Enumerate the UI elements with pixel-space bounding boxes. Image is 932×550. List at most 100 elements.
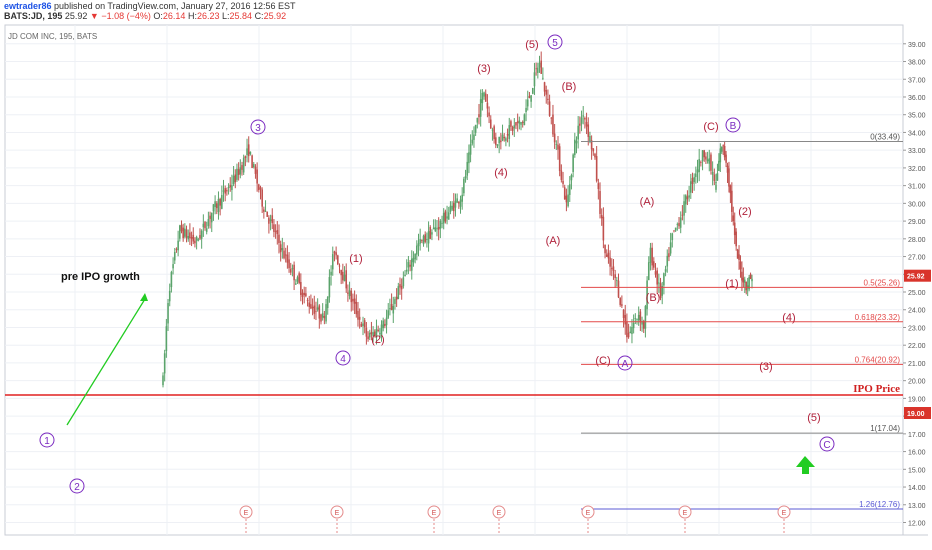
candle-body <box>215 203 218 209</box>
candle-body <box>698 159 700 172</box>
fib-label: 0.618(23.32) <box>855 313 901 322</box>
candle-body <box>422 235 425 245</box>
candle-body <box>691 177 694 184</box>
circle-wave-label: 5 <box>552 38 558 49</box>
candle-body <box>654 271 657 275</box>
candle-body <box>580 117 583 124</box>
price-chart[interactable]: 0(33.49) 0.5(25.26) 0.618(23.32) 0.764(20.9… <box>0 22 932 550</box>
candle-body <box>501 134 504 141</box>
candle-body <box>323 315 326 319</box>
y-tick-label: 33.00 <box>908 148 926 155</box>
circle-wave-marker <box>547 34 563 50</box>
candle-body <box>617 280 620 298</box>
candle-body <box>333 251 336 254</box>
candle-body <box>268 217 270 224</box>
candle-body <box>335 252 337 256</box>
candle-body <box>726 165 729 173</box>
candle-body <box>436 228 438 230</box>
earnings-marker[interactable] <box>330 505 344 519</box>
current-price-tag: 25.92 <box>907 274 925 281</box>
candle-body <box>194 240 196 244</box>
candle-body <box>395 296 398 300</box>
candle-body <box>634 318 637 319</box>
candle-body <box>315 310 317 312</box>
candle-body <box>177 240 179 251</box>
y-tick-label: 34.00 <box>908 130 926 137</box>
candle-body <box>558 146 561 171</box>
earnings-marker[interactable] <box>678 505 692 519</box>
wave-label: (2) <box>738 206 751 218</box>
candle-body <box>402 277 405 287</box>
wave-label: (C) <box>595 355 610 367</box>
author-link[interactable]: ewtrader86 <box>4 1 52 11</box>
candle-body <box>264 210 267 212</box>
candle-body <box>720 146 723 152</box>
close-label: C: <box>254 11 264 21</box>
candle-body <box>632 322 635 329</box>
candle-body <box>600 215 603 219</box>
earnings-marker[interactable] <box>777 505 791 519</box>
earnings-marker[interactable] <box>239 505 253 519</box>
candle-body <box>266 211 269 217</box>
price-axis[interactable]: 12.0013.0014.0015.0016.0017.0018.0019.00… <box>903 42 931 528</box>
candle-body <box>542 77 544 79</box>
candle-body <box>320 314 322 322</box>
candle-body <box>577 125 579 140</box>
candle-body <box>696 169 699 173</box>
candle-body <box>429 227 432 239</box>
earnings-marker-label: E <box>782 510 787 517</box>
candle-body <box>202 223 205 228</box>
y-tick-label: 13.00 <box>908 503 926 510</box>
circle-wave-label: A <box>622 359 629 370</box>
candle-body <box>237 169 240 175</box>
earnings-marker[interactable] <box>492 505 506 519</box>
y-tick-label: 28.00 <box>908 237 926 244</box>
candle-body <box>676 224 679 225</box>
wave-label: (2) <box>371 334 384 346</box>
candle-body <box>739 261 742 270</box>
candle-body <box>437 227 440 230</box>
candle-body <box>379 333 381 335</box>
candle-body <box>390 304 393 310</box>
candle-body <box>686 196 689 200</box>
candle-body <box>441 223 443 224</box>
candle-body <box>305 293 307 297</box>
candle-body <box>673 230 675 232</box>
earnings-marker[interactable] <box>427 505 441 519</box>
candle-body <box>557 144 559 150</box>
candle-body <box>197 239 200 241</box>
candle-body <box>426 239 428 240</box>
candle-body <box>244 156 247 158</box>
candle-body <box>471 139 474 144</box>
candle-body <box>555 143 558 145</box>
candle-body <box>520 121 522 125</box>
candle-body <box>227 186 230 188</box>
candle-body <box>748 277 750 290</box>
candle-body <box>311 306 314 309</box>
candle-body <box>303 292 305 296</box>
candle-body <box>289 269 292 273</box>
wave-labels: (1) (2) (3) (4) (5) (A) (B) (C) (A) (B) (C) (1) (2) (… <box>39 34 835 494</box>
candlestick-series <box>162 51 753 388</box>
candle-body <box>318 305 321 319</box>
candle-body <box>506 134 509 136</box>
earnings-marker[interactable] <box>581 505 595 519</box>
candle-body <box>604 244 606 254</box>
ipo-price-tag-bg <box>904 407 931 419</box>
candle-body <box>725 154 727 163</box>
y-tick-label: 29.00 <box>908 219 926 226</box>
candle-body <box>749 274 752 279</box>
circle-wave-marker <box>250 119 266 135</box>
circle-wave-label: C <box>823 440 830 451</box>
candle-body <box>518 120 521 124</box>
candle-body <box>421 239 423 241</box>
candle-body <box>167 303 169 324</box>
candle-body <box>199 235 201 239</box>
candle-body <box>689 181 692 193</box>
candle-body <box>729 185 732 194</box>
candle-body <box>221 195 223 209</box>
candle-body <box>567 194 569 207</box>
candle-body <box>172 264 174 269</box>
candle-body <box>232 175 235 184</box>
wave-label: (C) <box>703 121 718 133</box>
